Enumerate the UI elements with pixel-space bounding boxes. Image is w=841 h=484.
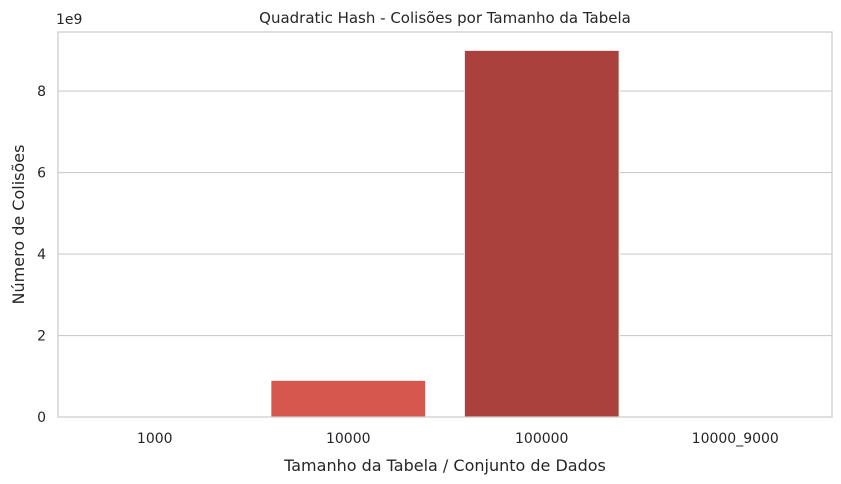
x-tick-labels: 1000 10000 100000 10000_9000 xyxy=(137,431,779,447)
chart-title: Quadratic Hash - Colisões por Tamanho da… xyxy=(259,9,631,27)
x-axis-label: Tamanho da Tabela / Conjunto de Dados xyxy=(283,456,606,475)
x-tick-label: 100000 xyxy=(515,431,568,447)
bars xyxy=(77,50,812,417)
y-tick-label: 8 xyxy=(37,84,46,100)
y-tick-labels: 0 2 4 6 8 xyxy=(37,84,46,426)
grid-lines xyxy=(58,91,832,417)
y-axis-label: Número de Colisões xyxy=(9,145,28,305)
y-tick-label: 0 xyxy=(37,410,46,426)
y-scale-label: 1e9 xyxy=(56,12,82,28)
plot-frame xyxy=(58,32,832,417)
y-tick-label: 6 xyxy=(37,166,46,182)
bar-100000 xyxy=(464,50,619,417)
bar-10000 xyxy=(271,380,426,417)
y-tick-label: 2 xyxy=(37,329,46,345)
x-tick-label: 1000 xyxy=(137,431,173,447)
x-tick-label: 10000_9000 xyxy=(692,431,779,447)
y-tick-label: 4 xyxy=(37,247,46,263)
x-tick-label: 10000 xyxy=(326,431,371,447)
